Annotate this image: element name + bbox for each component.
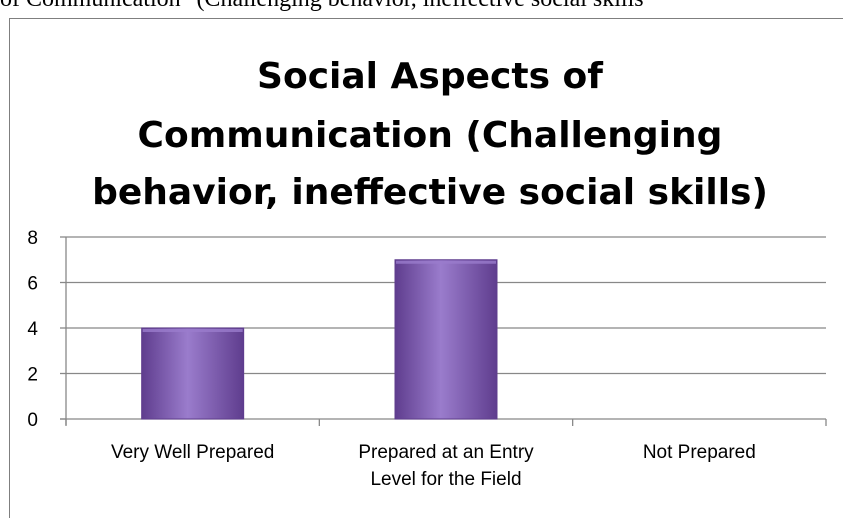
chart-title-line: behavior, ineffective social skills) [92, 172, 768, 213]
x-category-label: Level for the Field [370, 469, 521, 490]
y-tick-label: 4 [27, 319, 38, 340]
chart-frame [9, 18, 843, 518]
bar-highlight [142, 329, 243, 332]
x-category-labels: Very Well Prepared Prepared at an Entry Le… [111, 442, 756, 490]
x-category-label: Prepared at an Entry [358, 442, 534, 463]
chart-title-line: Communication (Challenging [138, 115, 723, 156]
bar [141, 327, 245, 420]
bars [141, 259, 498, 420]
bar [394, 259, 498, 420]
chart-title-line: Social Aspects of [257, 56, 603, 97]
y-tick-label: 0 [27, 410, 38, 431]
x-category-label: Not Prepared [643, 442, 756, 463]
y-tick-labels: 0 2 4 6 8 [27, 228, 38, 431]
x-category-label: Very Well Prepared [111, 442, 274, 463]
caption-text: of Communication" (Challenging behavior,… [0, 0, 843, 16]
y-tick-label: 8 [27, 228, 38, 249]
chart-title: Social Aspects of Communication (Challeng… [92, 56, 768, 213]
y-tick-label: 2 [27, 365, 38, 386]
bar-highlight [396, 260, 496, 264]
y-tick-label: 6 [27, 274, 38, 295]
